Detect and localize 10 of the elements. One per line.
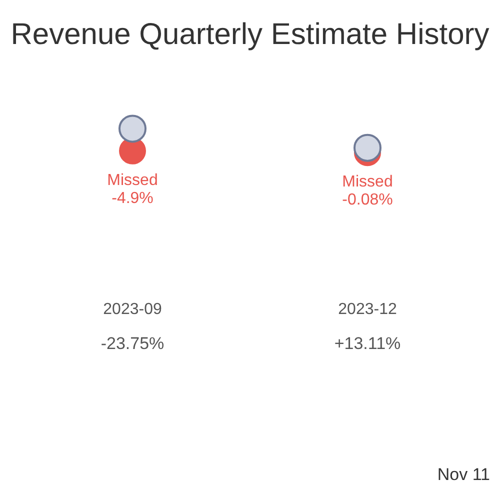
point <box>354 134 382 162</box>
text: -23.75% <box>100 334 164 353</box>
text: +13.11% <box>334 334 401 353</box>
x-tick-label: 2023-12 <box>338 301 397 318</box>
x-tick-label: 2023-09 <box>103 301 162 318</box>
text: Missed -4.9% <box>107 172 158 207</box>
text: Missed -0.08% <box>342 174 393 209</box>
chart-title: Revenue Quarterly Estimate History <box>10 18 490 51</box>
point <box>118 114 146 143</box>
text: Nov 11 <box>437 465 490 484</box>
